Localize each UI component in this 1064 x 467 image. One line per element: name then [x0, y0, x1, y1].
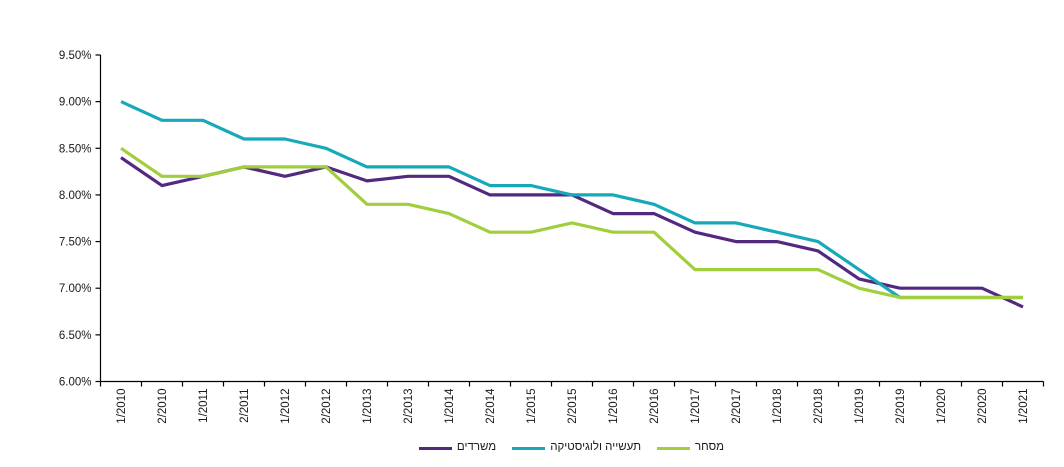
x-axis-label: 2/2014: [485, 388, 497, 424]
x-axis-label: 2/2013: [403, 389, 415, 424]
series-line-industry-logistics: [120, 100, 1023, 300]
x-axis-label: 1/2015: [526, 389, 538, 424]
x-axis-label: 2/2015: [567, 389, 579, 424]
x-axis-label: 2/2020: [977, 389, 989, 424]
series-line-offices: [120, 156, 1024, 309]
x-axis-label: 1/2014: [444, 388, 456, 424]
legend-item-offices: משרדים: [418, 441, 497, 454]
axis-lines: [99, 55, 1044, 383]
y-axis-label: 7.00%: [59, 283, 92, 295]
y-axis-label: 9.00%: [59, 97, 92, 109]
legend-item-industry-logistics: תעשייה ולוגיסטיקה: [512, 442, 641, 454]
legend-swatch-commerce: [657, 446, 691, 450]
y-axis-label: 6.00%: [59, 377, 92, 389]
y-axis-label: 7.50%: [59, 237, 92, 249]
x-axis-label: 2/2011: [239, 389, 251, 423]
y-axis-label: 8.50%: [59, 143, 92, 155]
x-axis-label: 2/2018: [813, 389, 825, 424]
x-axis-label: 1/2020: [936, 389, 948, 424]
x-axis-label: 2/2010: [157, 389, 169, 424]
x-axis-label: 2/2017: [731, 389, 743, 424]
x-axis-label: 1/2021: [1018, 389, 1030, 424]
x-axis-label: 1/2016: [608, 389, 620, 424]
x-axis-label: 1/2018: [772, 389, 784, 424]
x-axis-label: 1/2012: [280, 389, 292, 424]
x-axis-label: 1/2019: [854, 389, 866, 424]
legend-label-commerce: מסחר: [695, 441, 725, 454]
x-axis-label: 2/2019: [895, 389, 907, 424]
x-axis-label: 1/2013: [362, 389, 374, 424]
legend-swatch-offices: [418, 446, 452, 450]
legend-swatch-industry-logistics: [512, 446, 546, 450]
legend-label-offices: משרדים: [456, 441, 497, 454]
x-axis-label: 1/2017: [690, 389, 702, 424]
y-axis-label: 9.50%: [59, 50, 92, 62]
y-axis-label: 6.50%: [59, 330, 92, 342]
legend-label-industry-logistics: תעשייה ולוגיסטיקה: [550, 441, 642, 454]
x-axis-label: 2/2012: [321, 389, 333, 424]
legend-item-commerce: מסחר: [657, 442, 724, 454]
x-axis-label: 1/2011: [198, 389, 210, 423]
chart-legend: משרדים תעשייה ולוגיסטיקה מסחר: [100, 438, 1043, 458]
x-axis-label: 1/2010: [116, 389, 128, 424]
series-line-commerce: [120, 146, 1023, 300]
y-axis-label: 8.00%: [59, 190, 92, 202]
x-axis-label: 2/2016: [649, 389, 661, 424]
